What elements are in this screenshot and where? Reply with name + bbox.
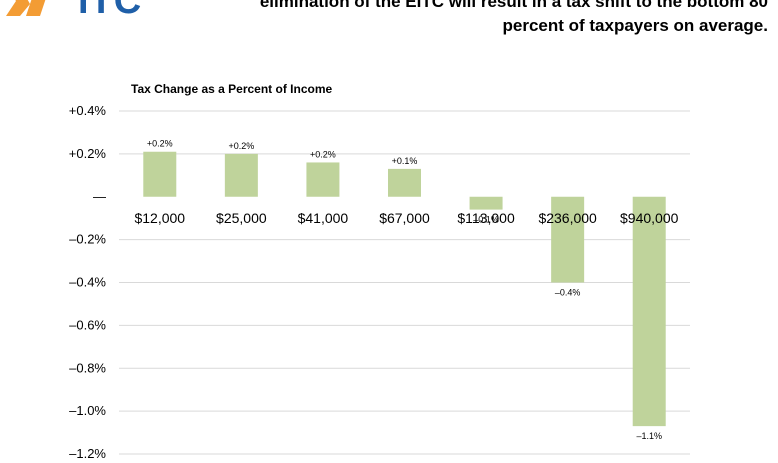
bar [632, 196, 666, 427]
x-tick-label: $67,000 [379, 210, 430, 226]
data-label: +0.2% [310, 149, 336, 159]
data-label: –0.1% [473, 215, 499, 225]
bar [469, 196, 503, 210]
bars [143, 151, 666, 427]
x-tick-label: $12,000 [134, 210, 185, 226]
y-tick-label: — [93, 189, 106, 204]
y-tick-label: +0.2% [69, 146, 107, 161]
x-axis-tick-labels: $12,000 $25,000 $41,000 $67,000 $113,000 $236… [134, 210, 678, 226]
x-tick-label: $236,000 [538, 210, 597, 226]
gridlines [119, 110, 690, 455]
y-tick-label: –0.8% [69, 360, 106, 375]
bar [143, 151, 177, 197]
chart-title: Tax Change as a Percent of Income [131, 82, 333, 96]
headline-line-1: elimination of the EITC will result in a… [259, 0, 768, 11]
x-tick-label: $25,000 [216, 210, 267, 226]
headline: elimination of the EITC will result in a… [208, 0, 768, 38]
x-tick-label: $41,000 [298, 210, 349, 226]
y-tick-label: –0.2% [69, 232, 106, 247]
bar [306, 162, 340, 197]
y-tick-label: –1.0% [69, 403, 106, 418]
data-label: +0.1% [392, 156, 418, 166]
bar [224, 153, 258, 197]
headline-line-2: percent of taxpayers on average. [502, 16, 768, 35]
logo: ITC [0, 0, 180, 20]
data-label: –1.1% [636, 431, 662, 441]
data-label: +0.2% [147, 139, 173, 149]
x-tick-label: $940,000 [620, 210, 679, 226]
y-tick-label: –0.4% [69, 275, 106, 290]
y-tick-label: +0.4% [69, 103, 107, 118]
data-labels: +0.2% +0.2% +0.2% +0.1% –0.1% –0.4% –1.1% [147, 139, 662, 441]
logo-mark-icon [6, 0, 46, 16]
y-tick-label: –1.2% [69, 446, 106, 461]
x-tick-label: $113,000 [457, 210, 515, 226]
data-label: +0.2% [228, 141, 254, 151]
y-tick-label: –0.6% [69, 317, 106, 332]
bar [388, 168, 421, 197]
logo-text: ITC [78, 0, 142, 20]
y-axis-tick-labels: +0.4% +0.2% — –0.2% –0.4% –0.6% –0.8% –1.0% –1.2… [69, 103, 107, 461]
data-label: –0.4% [555, 288, 581, 298]
bar [551, 196, 585, 283]
